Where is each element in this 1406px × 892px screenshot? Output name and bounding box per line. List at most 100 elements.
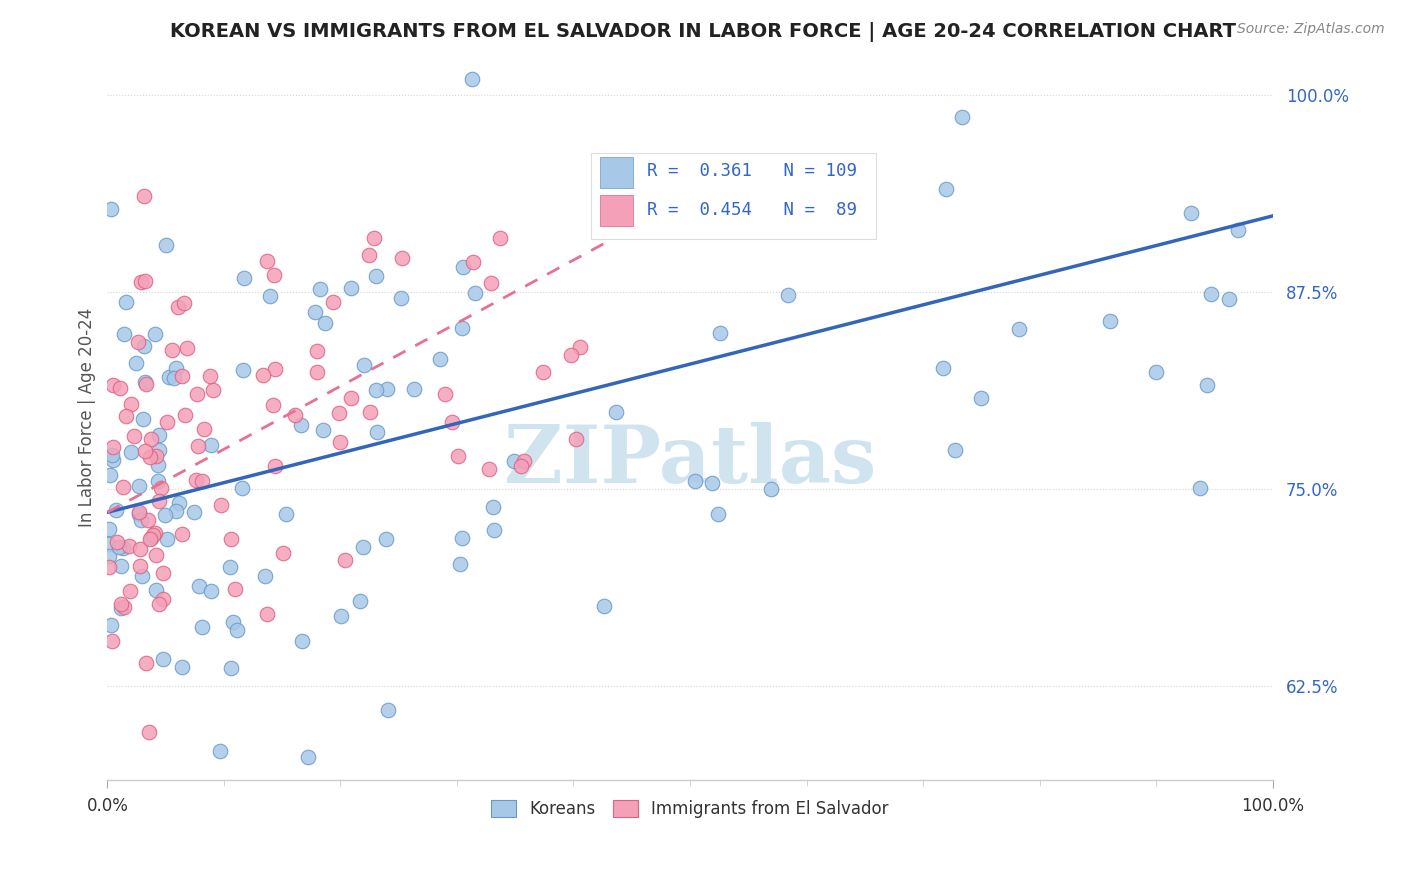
Point	[307, 344, 329, 359]
Point	[112, 599, 135, 614]
Point	[172, 368, 194, 383]
Text: KOREAN VS IMMIGRANTS FROM EL SALVADOR IN LABOR FORCE | AGE 20-24 CORRELATION CHA: KOREAN VS IMMIGRANTS FROM EL SALVADOR IN…	[170, 22, 1236, 42]
Point	[274, 507, 297, 521]
Point	[134, 375, 156, 389]
Point	[305, 365, 328, 379]
Point	[256, 253, 278, 268]
Point	[352, 540, 374, 554]
Point	[353, 358, 375, 372]
Point	[100, 618, 122, 632]
Point	[463, 255, 485, 269]
Point	[193, 422, 215, 436]
Point	[264, 362, 287, 376]
Point	[163, 371, 186, 385]
Point	[110, 559, 132, 574]
Point	[224, 582, 246, 597]
Point	[366, 268, 388, 283]
Point	[451, 321, 474, 335]
Point	[128, 479, 150, 493]
Point	[482, 523, 505, 537]
Point	[101, 440, 124, 454]
Point	[453, 260, 475, 275]
Point	[128, 541, 150, 556]
Point	[339, 281, 361, 295]
Point	[209, 498, 232, 512]
Point	[1218, 292, 1240, 306]
Point	[478, 462, 501, 476]
Point	[101, 448, 124, 462]
Point	[221, 532, 243, 546]
Point	[510, 458, 533, 473]
Point	[156, 533, 179, 547]
Point	[148, 598, 170, 612]
Point	[291, 634, 314, 648]
Text: Source: ZipAtlas.com: Source: ZipAtlas.com	[1237, 22, 1385, 37]
Point	[120, 445, 142, 459]
Point	[366, 425, 388, 440]
Point	[101, 378, 124, 392]
Point	[110, 601, 132, 615]
Point	[98, 560, 121, 574]
Point	[481, 500, 503, 515]
Point	[136, 513, 159, 527]
Point	[129, 513, 152, 527]
Text: ZIPatlas: ZIPatlas	[503, 422, 876, 500]
Point	[148, 443, 170, 458]
Point	[1099, 314, 1122, 328]
Point	[152, 591, 174, 606]
Point	[312, 423, 335, 437]
Point	[329, 435, 352, 450]
Point	[391, 251, 413, 265]
Point	[129, 558, 152, 573]
Point	[143, 525, 166, 540]
Point	[187, 579, 209, 593]
Point	[202, 384, 225, 398]
Point	[125, 356, 148, 370]
Point	[135, 377, 157, 392]
Point	[1226, 223, 1249, 237]
Point	[209, 743, 232, 757]
Point	[166, 301, 188, 315]
Point	[148, 428, 170, 442]
Point	[1189, 481, 1212, 495]
Point	[503, 454, 526, 468]
Point	[970, 391, 993, 405]
Point	[176, 341, 198, 355]
Point	[364, 383, 387, 397]
Point	[328, 406, 350, 420]
Point	[114, 294, 136, 309]
Point	[340, 391, 363, 405]
Point	[290, 417, 312, 432]
Point	[98, 549, 121, 563]
Point	[1180, 206, 1202, 220]
Point	[449, 557, 471, 571]
Point	[191, 474, 214, 488]
Point	[377, 703, 399, 717]
Point	[97, 522, 120, 536]
FancyBboxPatch shape	[591, 153, 876, 238]
Point	[141, 432, 163, 446]
Point	[564, 432, 586, 446]
Point	[560, 348, 582, 362]
Point	[152, 566, 174, 581]
Point	[363, 230, 385, 244]
Point	[440, 415, 463, 429]
Point	[167, 495, 190, 509]
Point	[134, 339, 156, 353]
Point	[264, 458, 287, 473]
Point	[165, 360, 187, 375]
Point	[709, 326, 731, 340]
Point	[155, 508, 177, 522]
Point	[488, 231, 510, 245]
Point	[190, 620, 212, 634]
Point	[389, 291, 412, 305]
Point	[146, 474, 169, 488]
Point	[134, 189, 156, 203]
Text: R =  0.454   N =  89: R = 0.454 N = 89	[647, 202, 856, 219]
Point	[105, 535, 128, 549]
Point	[222, 615, 245, 629]
Point	[146, 458, 169, 472]
Point	[314, 316, 336, 330]
Point	[1144, 365, 1167, 379]
Point	[118, 584, 141, 599]
